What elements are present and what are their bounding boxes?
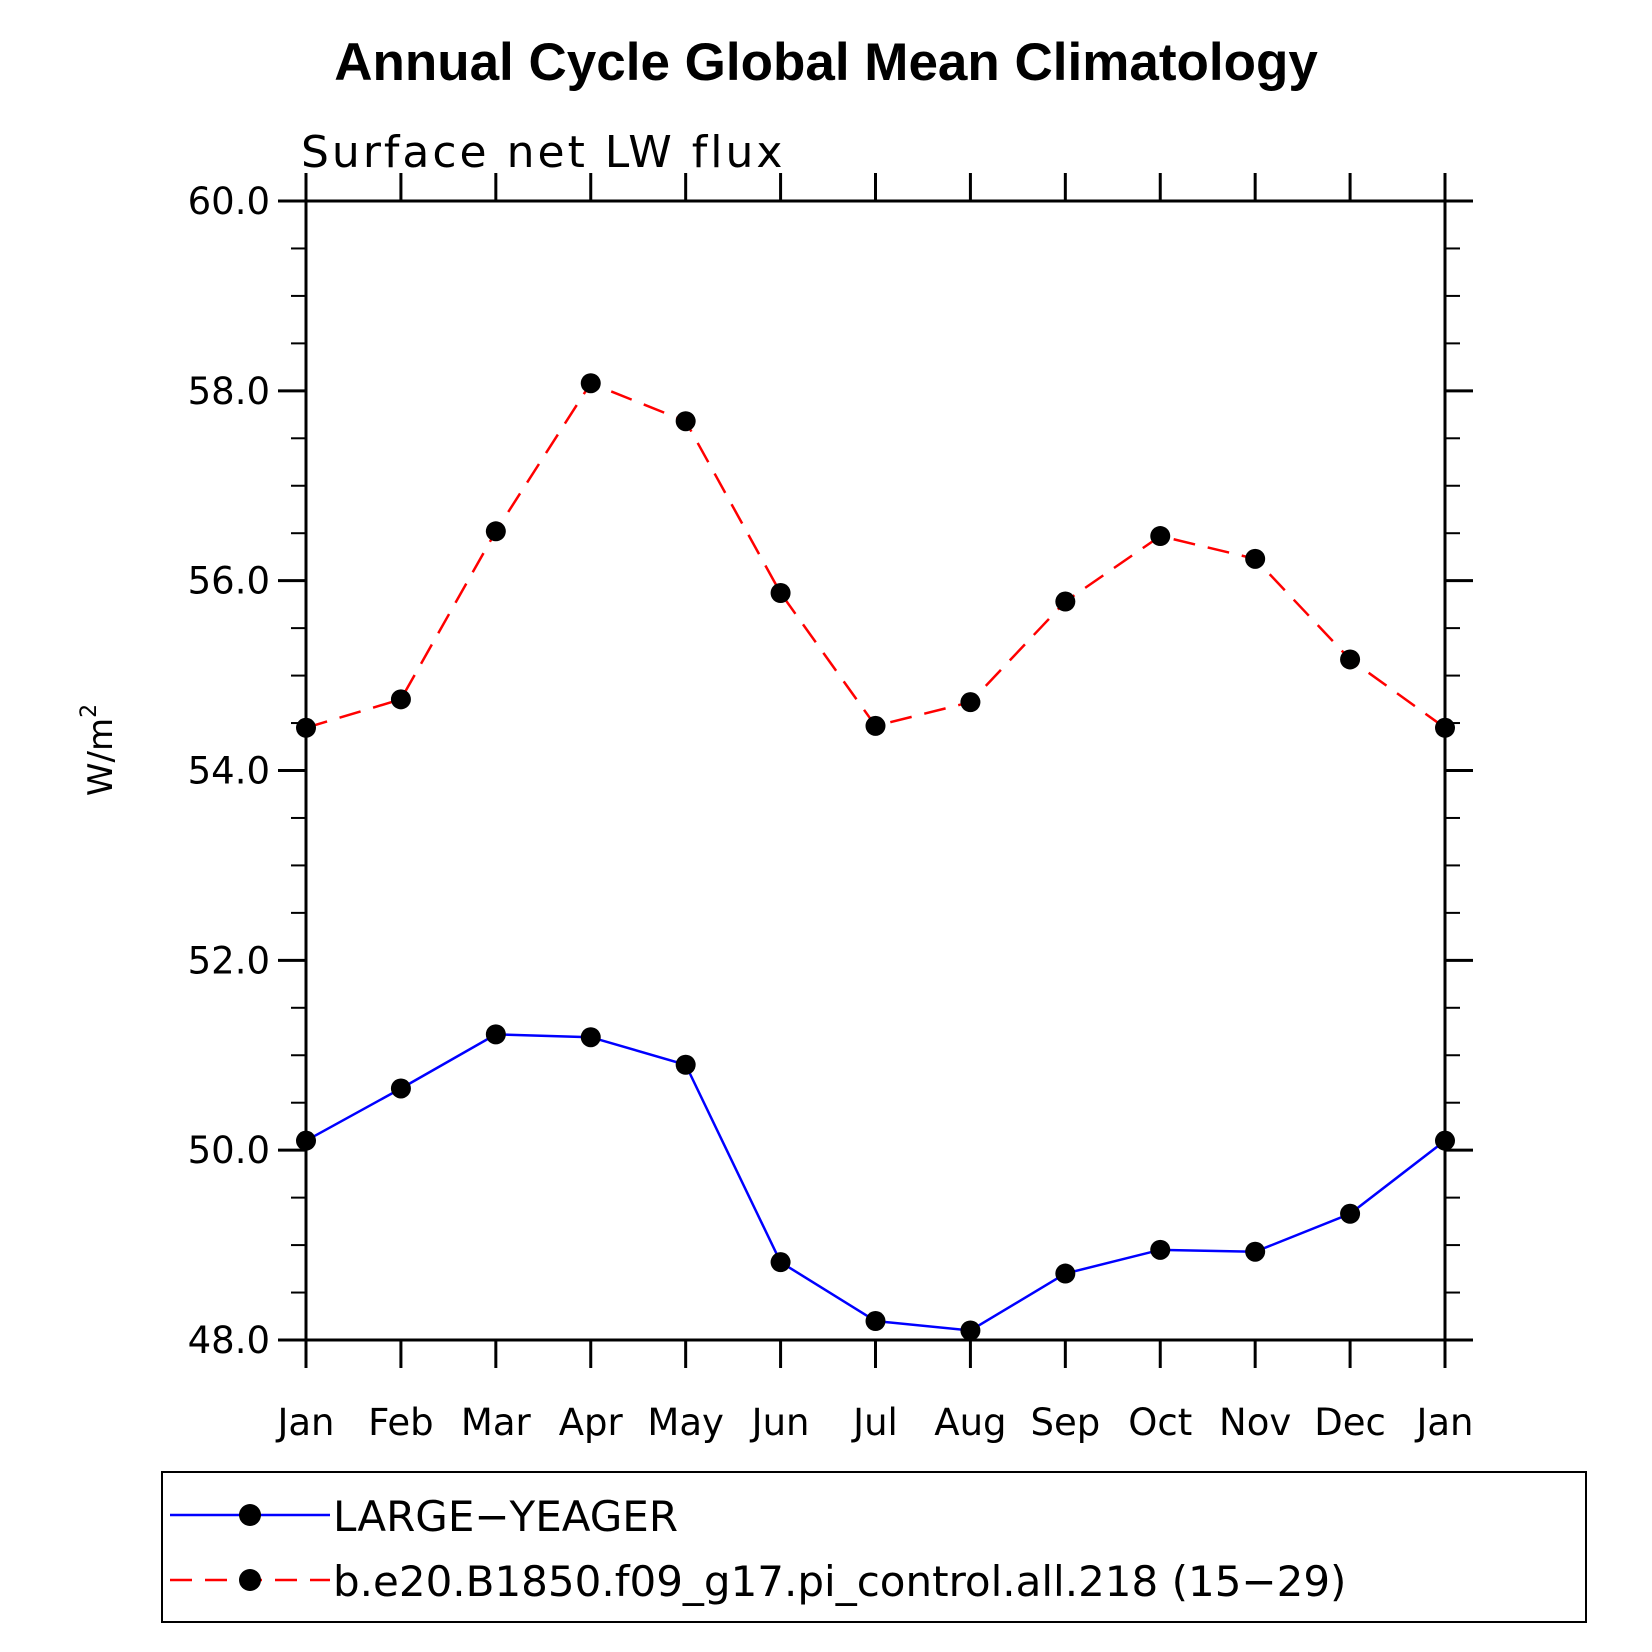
legend-label-pi-control: b.e20.B1850.f09_g17.pi_control.all.218 (…	[333, 1557, 1346, 1606]
y-axis-label-superscript: 2	[77, 704, 102, 718]
data-point	[580, 373, 601, 394]
data-point	[960, 1320, 981, 1341]
y-tick-labels: 48.0 50.0 52.0 54.0 56.0 58.0 60.0	[188, 180, 270, 1362]
x-tick-label: Jan	[275, 1401, 334, 1444]
svg-text:W/m2: W/m2	[77, 704, 121, 796]
y-tick-label: 58.0	[188, 370, 270, 413]
data-point	[1150, 1239, 1171, 1260]
y-tick-label: 56.0	[188, 560, 270, 603]
legend-box	[161, 1471, 1587, 1623]
x-tick-label: Feb	[368, 1401, 434, 1444]
x-tick-label: Jul	[851, 1401, 898, 1444]
x-tick-label: Oct	[1128, 1401, 1192, 1444]
data-point	[960, 692, 981, 713]
series-line-1	[305, 381, 1446, 729]
y-tick-label: 60.0	[188, 180, 270, 223]
y-axis-label-text: W/m	[81, 718, 121, 796]
x-tick-label: Apr	[559, 1401, 624, 1444]
data-point	[1340, 1203, 1361, 1224]
x-tick-label: Dec	[1314, 1401, 1386, 1444]
x-tick-label: Aug	[934, 1401, 1006, 1444]
data-point	[580, 1027, 601, 1048]
legend-marker-pi-control	[239, 1569, 261, 1591]
data-point	[865, 715, 886, 736]
data-point	[485, 1024, 506, 1045]
y-tick-label: 52.0	[188, 939, 270, 982]
data-point	[770, 1252, 791, 1273]
series-line-0	[305, 1033, 1446, 1332]
x-tick-label: May	[647, 1401, 724, 1444]
legend-label-large-yeager: LARGE−YEAGER	[333, 1492, 678, 1541]
x-tick-labels: Jan Feb Mar Apr May Jun Jul Aug Sep Oct Nov Dec Jan	[275, 1401, 1473, 1444]
plot-frame	[304, 199, 1447, 1342]
data-point	[485, 521, 506, 542]
chart-title: Annual Cycle Global Mean Climatology	[334, 33, 1318, 92]
x-tick-label: Sep	[1030, 1401, 1100, 1444]
data-point	[1150, 526, 1171, 547]
series-layer	[296, 373, 1455, 1341]
axis-ticks	[278, 173, 1473, 1368]
data-point	[1245, 1241, 1266, 1262]
chart-subtitle: Surface net LW flux	[301, 127, 785, 178]
data-point	[390, 689, 411, 710]
y-tick-label: 50.0	[188, 1129, 270, 1172]
data-point	[770, 583, 791, 604]
data-point	[1245, 548, 1266, 569]
data-point	[675, 1054, 696, 1075]
data-point	[865, 1311, 886, 1332]
x-tick-label: Jun	[750, 1401, 810, 1444]
legend-marker-large-yeager	[239, 1504, 261, 1526]
y-tick-label: 54.0	[188, 750, 270, 793]
y-tick-label: 48.0	[188, 1319, 270, 1362]
x-tick-label: Nov	[1219, 1401, 1291, 1444]
data-point	[1055, 1263, 1076, 1284]
data-point	[1340, 649, 1361, 670]
legend: LARGE−YEAGER b.e20.B1850.f09_g17.pi_cont…	[161, 1471, 1587, 1623]
x-tick-label: Mar	[461, 1401, 532, 1444]
y-axis-label: W/m2	[77, 704, 121, 796]
data-point	[1055, 591, 1076, 612]
data-point	[390, 1078, 411, 1099]
x-tick-label: Jan	[1414, 1401, 1473, 1444]
data-point	[675, 411, 696, 432]
